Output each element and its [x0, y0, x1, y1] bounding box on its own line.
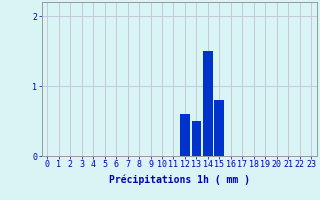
Bar: [180, 114, 190, 156]
Bar: [192, 121, 201, 156]
X-axis label: Précipitations 1h ( mm ): Précipitations 1h ( mm ): [109, 175, 250, 185]
Bar: [203, 51, 213, 156]
Bar: [214, 100, 224, 156]
